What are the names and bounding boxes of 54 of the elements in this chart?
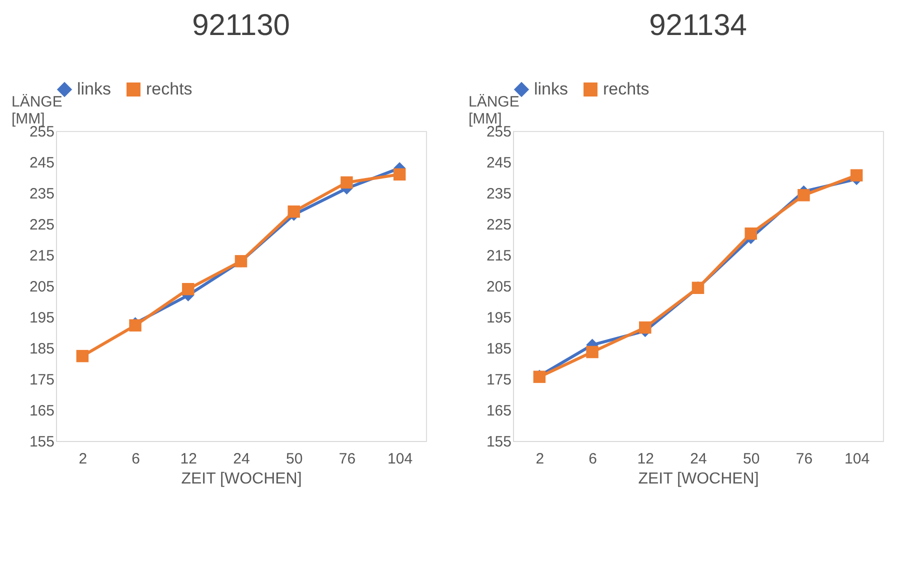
- y-tick-label: 225: [486, 216, 512, 234]
- x-tick-label: 76: [796, 450, 813, 468]
- point: [288, 205, 300, 218]
- x-tick-label: 6: [588, 450, 597, 468]
- legend-label: rechts: [603, 80, 650, 99]
- x-tick-label: 12: [637, 450, 654, 468]
- y-tick-label: 245: [29, 154, 54, 172]
- y-tick-label: 165: [29, 402, 54, 420]
- x-axis-title: ZEIT [WOCHEN]: [638, 470, 759, 488]
- x-tick-label: 2: [536, 450, 544, 468]
- y-tick-label: 215: [29, 248, 54, 264]
- x-tick-label: 50: [286, 450, 303, 468]
- point: [798, 189, 810, 202]
- point: [639, 321, 652, 334]
- point: [76, 350, 89, 362]
- point: [340, 176, 353, 189]
- x-tick-label: 2: [78, 450, 88, 468]
- y-tick-label: 215: [486, 248, 512, 264]
- y-tick-label: 155: [486, 434, 512, 450]
- y-tick-label: 225: [29, 216, 54, 234]
- y-tick-label: 175: [29, 372, 54, 388]
- y-tick-label: 235: [486, 186, 512, 202]
- x-tick-label: 6: [132, 450, 140, 468]
- y-tick-label: 185: [486, 340, 512, 358]
- point: [586, 346, 598, 358]
- y-tick-label: 205: [486, 278, 512, 296]
- point: [744, 227, 757, 240]
- point: [850, 169, 863, 182]
- y-axis-title: LÄNGE [MM]: [12, 94, 62, 128]
- x-axis-title: ZEIT [WOCHEN]: [181, 470, 302, 488]
- y-axis-title: LÄNGE [MM]: [468, 94, 520, 128]
- x-tick-label: 24: [690, 450, 707, 468]
- chart-title: 921134: [649, 9, 747, 42]
- legend-label: rechts: [146, 80, 192, 99]
- x-tick-label: 12: [180, 450, 197, 468]
- point: [182, 282, 194, 296]
- chart-title: 921130: [192, 9, 290, 42]
- y-tick-label: 175: [486, 372, 512, 388]
- y-tick-label: 185: [29, 340, 54, 358]
- y-tick-label: 245: [486, 154, 512, 172]
- x-tick-label: 104: [844, 450, 870, 468]
- point: [393, 168, 406, 181]
- x-tick-label: 76: [338, 450, 356, 468]
- y-tick-label: 195: [29, 310, 54, 326]
- y-tick-label: 155: [29, 434, 54, 450]
- y-tick-label: 205: [29, 278, 54, 296]
- legend-label: links: [534, 80, 568, 99]
- y-tick-label: 165: [486, 402, 512, 420]
- y-tick-label: 195: [486, 310, 512, 326]
- x-tick-label: 104: [388, 450, 413, 468]
- x-tick-label: 50: [743, 450, 760, 468]
- x-tick-label: 24: [233, 450, 250, 468]
- y-tick-label: 235: [29, 186, 54, 202]
- legend-label: links: [77, 80, 112, 99]
